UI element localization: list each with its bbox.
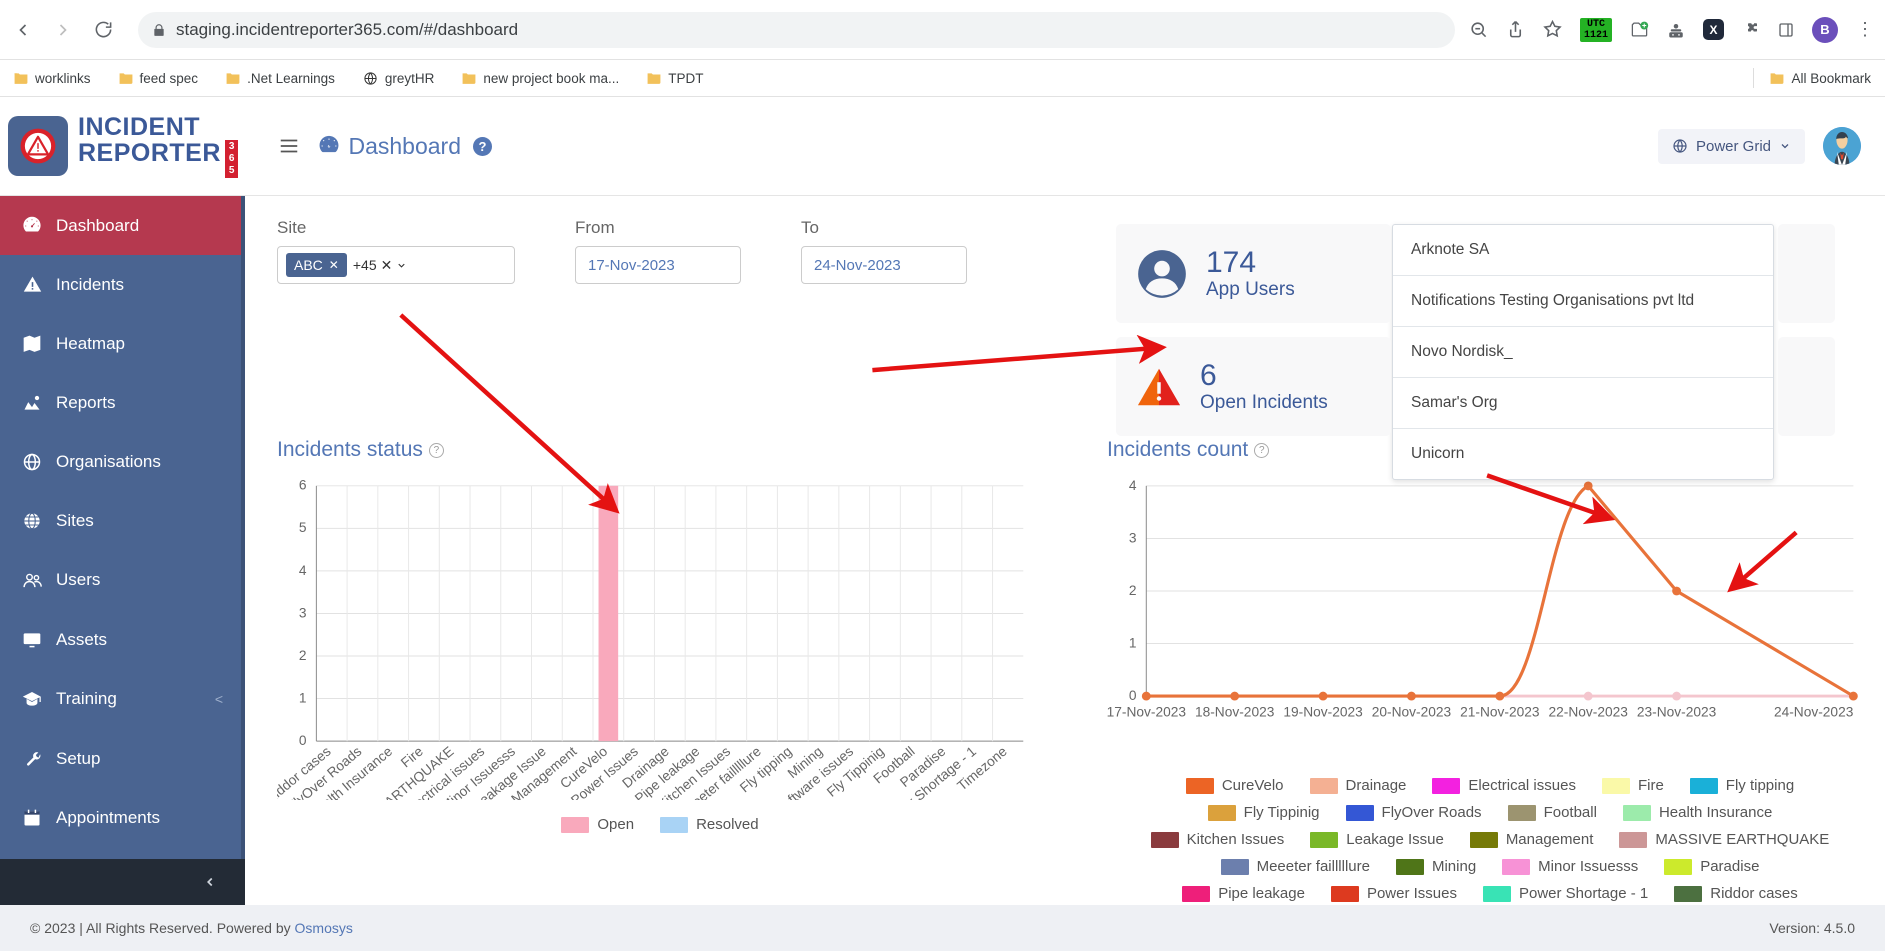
svg-text:20-Nov-2023: 20-Nov-2023 xyxy=(1372,705,1452,720)
svg-text:21-Nov-2023: 21-Nov-2023 xyxy=(1460,705,1540,720)
svg-text:22-Nov-2023: 22-Nov-2023 xyxy=(1549,705,1629,720)
svg-text:18-Nov-2023: 18-Nov-2023 xyxy=(1195,705,1275,720)
svg-text:4: 4 xyxy=(299,563,307,578)
svg-text:0: 0 xyxy=(1129,688,1137,703)
svg-text:19-Nov-2023: 19-Nov-2023 xyxy=(1283,705,1363,720)
svg-text:5: 5 xyxy=(299,520,307,535)
svg-text:0: 0 xyxy=(299,733,307,748)
svg-text:23-Nov-2023: 23-Nov-2023 xyxy=(1637,705,1717,720)
svg-text:24-Nov-2023: 24-Nov-2023 xyxy=(1774,705,1854,720)
svg-text:17-Nov-2023: 17-Nov-2023 xyxy=(1107,705,1186,720)
svg-text:3: 3 xyxy=(299,605,307,620)
svg-text:1: 1 xyxy=(299,690,307,705)
svg-text:2: 2 xyxy=(1129,583,1137,598)
svg-text:3: 3 xyxy=(1129,530,1137,545)
svg-text:6: 6 xyxy=(299,478,307,493)
svg-text:2: 2 xyxy=(299,648,307,663)
svg-text:1: 1 xyxy=(1129,635,1137,650)
svg-text:4: 4 xyxy=(1129,478,1137,493)
